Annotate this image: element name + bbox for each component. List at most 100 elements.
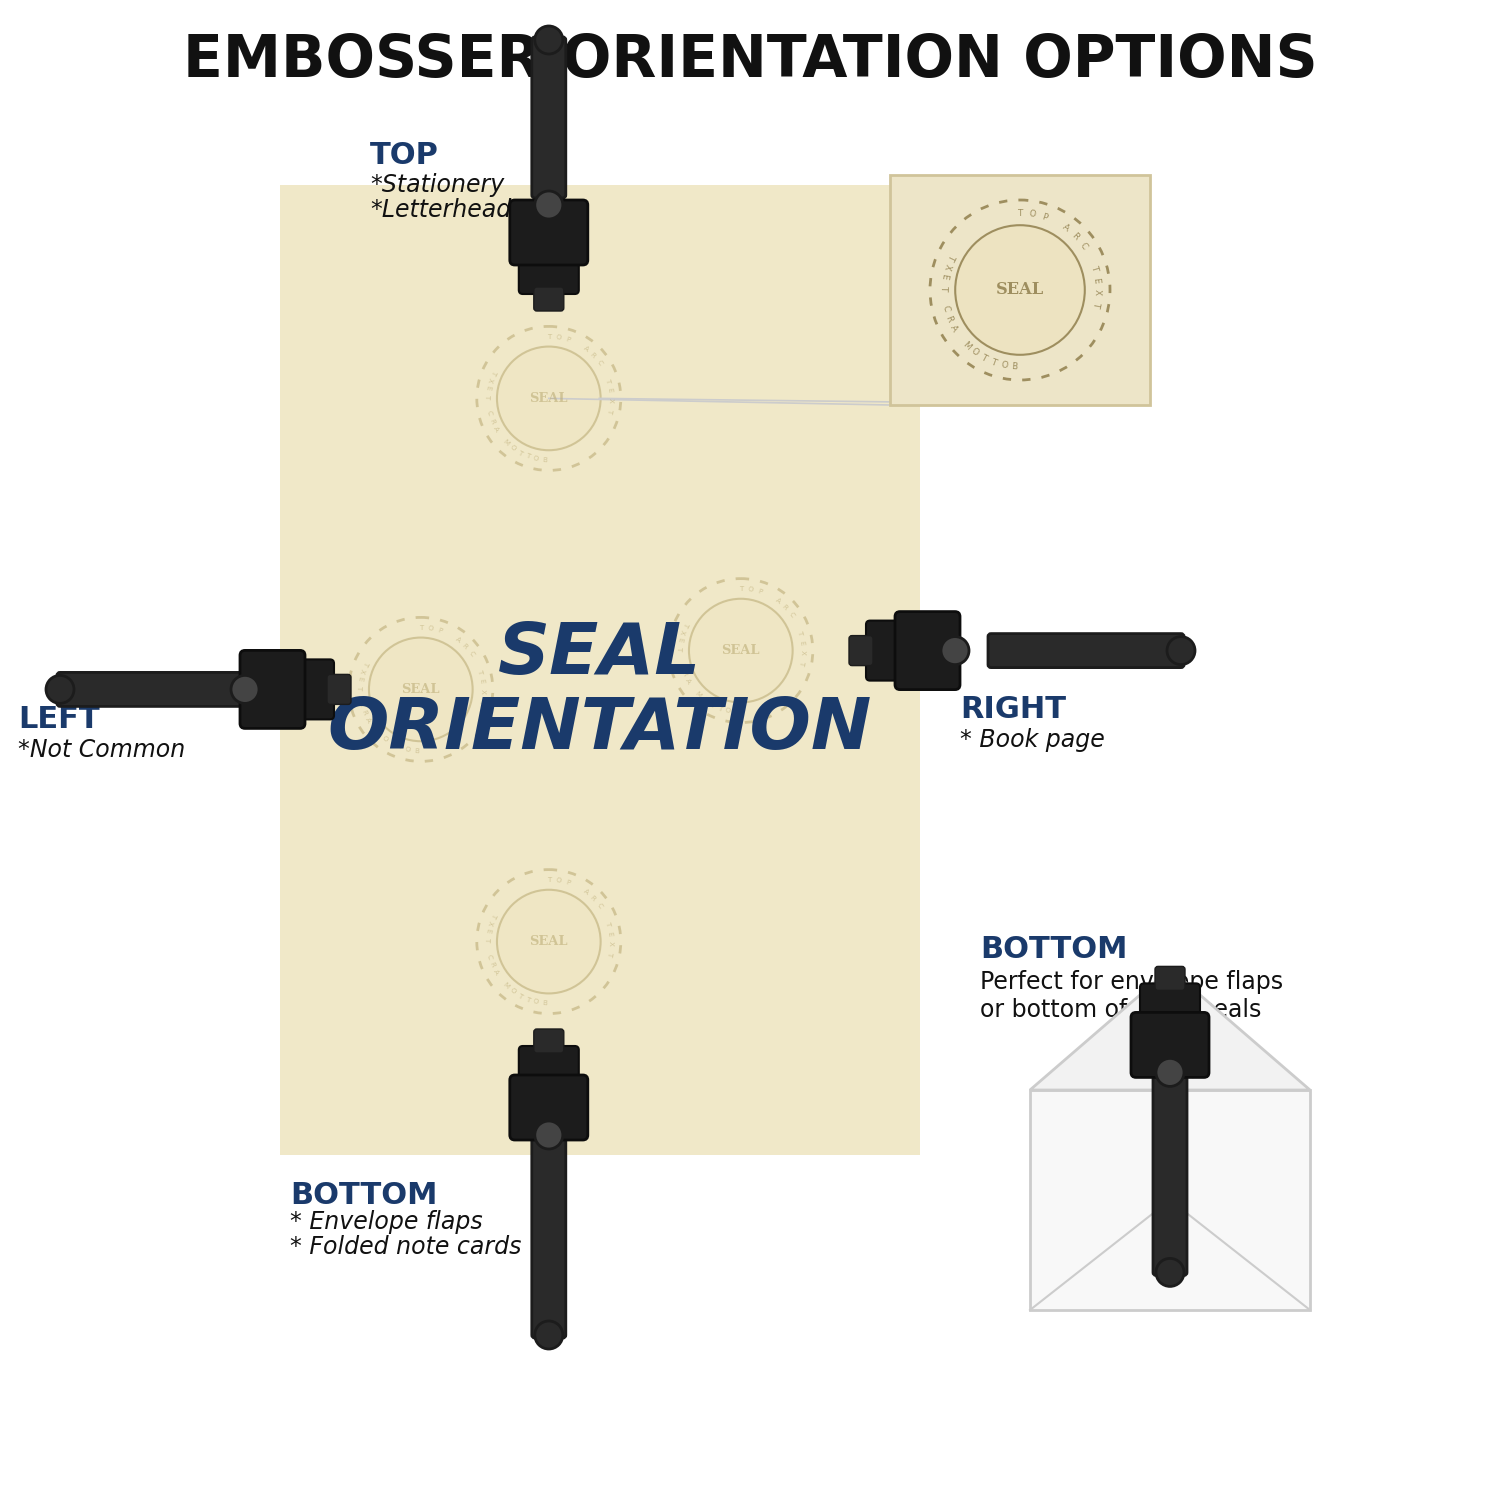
Text: T: T: [606, 408, 612, 413]
Text: M: M: [374, 729, 382, 738]
Text: M: M: [960, 339, 972, 351]
Text: * Folded note cards: * Folded note cards: [290, 1234, 522, 1258]
Text: C: C: [357, 702, 364, 708]
Text: P: P: [566, 879, 572, 886]
Text: R: R: [1188, 1026, 1194, 1032]
Text: T: T: [1158, 1076, 1162, 1082]
Text: * Book page: * Book page: [960, 728, 1104, 752]
Text: Perfect for envelope flaps: Perfect for envelope flaps: [980, 970, 1282, 994]
Text: BOTTOM: BOTTOM: [290, 1180, 438, 1209]
Text: T: T: [1197, 1054, 1202, 1058]
FancyBboxPatch shape: [865, 621, 904, 681]
Text: X: X: [486, 376, 494, 382]
FancyBboxPatch shape: [849, 636, 873, 666]
Circle shape: [1144, 1024, 1196, 1075]
Text: *Stationery: *Stationery: [370, 172, 504, 196]
Text: X: X: [678, 628, 686, 634]
Text: A: A: [684, 678, 692, 686]
Text: O: O: [509, 444, 516, 452]
FancyBboxPatch shape: [1140, 984, 1200, 1022]
FancyBboxPatch shape: [532, 38, 566, 198]
Circle shape: [496, 346, 600, 450]
FancyBboxPatch shape: [519, 256, 579, 294]
Text: T: T: [1168, 1019, 1172, 1023]
Text: T: T: [478, 699, 484, 703]
FancyBboxPatch shape: [280, 184, 920, 1155]
Circle shape: [1156, 1059, 1184, 1086]
Text: O: O: [1161, 1077, 1167, 1083]
Text: A: A: [774, 597, 782, 604]
Text: SEAL: SEAL: [1158, 1047, 1182, 1054]
Text: C: C: [486, 954, 492, 960]
Text: A: A: [492, 426, 500, 432]
Polygon shape: [1030, 969, 1310, 1090]
Text: T: T: [604, 921, 612, 927]
Circle shape: [231, 675, 260, 704]
Text: R: R: [590, 896, 597, 903]
Text: O: O: [381, 735, 388, 742]
Text: E: E: [606, 388, 613, 393]
Text: R: R: [1138, 1059, 1146, 1065]
Text: O: O: [724, 708, 732, 714]
Text: SEAL: SEAL: [996, 282, 1044, 298]
Text: ORIENTATION: ORIENTATION: [328, 694, 872, 764]
Text: E: E: [1092, 276, 1101, 284]
Text: T: T: [484, 938, 490, 942]
Text: R: R: [782, 604, 789, 612]
Text: P: P: [566, 336, 572, 344]
Text: X: X: [486, 920, 494, 926]
Text: C: C: [596, 903, 603, 910]
Text: T: T: [604, 378, 612, 384]
Text: O: O: [1028, 209, 1036, 219]
Text: O: O: [1173, 1019, 1178, 1023]
FancyBboxPatch shape: [1155, 966, 1185, 990]
Text: C: C: [940, 304, 951, 312]
Text: T: T: [708, 702, 716, 708]
FancyBboxPatch shape: [510, 200, 588, 266]
Text: T: T: [717, 705, 723, 712]
FancyBboxPatch shape: [1131, 1013, 1209, 1077]
Text: T: T: [516, 993, 524, 999]
Text: P: P: [758, 588, 764, 596]
Text: B: B: [542, 456, 548, 464]
Circle shape: [496, 890, 600, 993]
Text: T: T: [1154, 1074, 1158, 1080]
FancyBboxPatch shape: [1030, 1090, 1310, 1310]
Text: T: T: [490, 912, 496, 918]
Text: T: T: [388, 740, 394, 747]
Text: O: O: [969, 346, 980, 358]
Text: A: A: [1185, 1023, 1191, 1029]
Text: BOTTOM: BOTTOM: [980, 936, 1128, 964]
Circle shape: [956, 225, 1084, 356]
Text: B: B: [1011, 362, 1019, 372]
FancyBboxPatch shape: [896, 612, 960, 690]
Text: P: P: [438, 627, 442, 634]
Circle shape: [536, 1120, 562, 1149]
Text: T: T: [546, 878, 550, 884]
Text: A: A: [582, 345, 590, 352]
FancyBboxPatch shape: [296, 660, 334, 720]
Text: X: X: [1138, 1038, 1144, 1044]
FancyBboxPatch shape: [534, 286, 564, 310]
FancyBboxPatch shape: [890, 176, 1150, 405]
Text: A: A: [1060, 224, 1071, 234]
Text: O: O: [427, 626, 433, 632]
FancyBboxPatch shape: [1154, 1070, 1186, 1275]
Text: A: A: [948, 324, 958, 333]
FancyBboxPatch shape: [327, 675, 351, 705]
Text: T: T: [546, 334, 550, 340]
Text: E: E: [1138, 1042, 1143, 1047]
FancyBboxPatch shape: [240, 651, 304, 729]
Text: X: X: [480, 688, 486, 693]
Text: X: X: [800, 650, 806, 656]
Text: LEFT: LEFT: [18, 705, 99, 735]
Text: T: T: [477, 669, 483, 675]
Text: T: T: [356, 686, 363, 690]
Text: T: T: [525, 996, 531, 1004]
Text: E: E: [606, 932, 613, 936]
Text: R: R: [488, 962, 495, 968]
Text: T: T: [1140, 1035, 1146, 1040]
Text: E: E: [676, 638, 684, 642]
Text: T: T: [516, 448, 524, 456]
Text: *Letterhead: *Letterhead: [370, 198, 512, 222]
